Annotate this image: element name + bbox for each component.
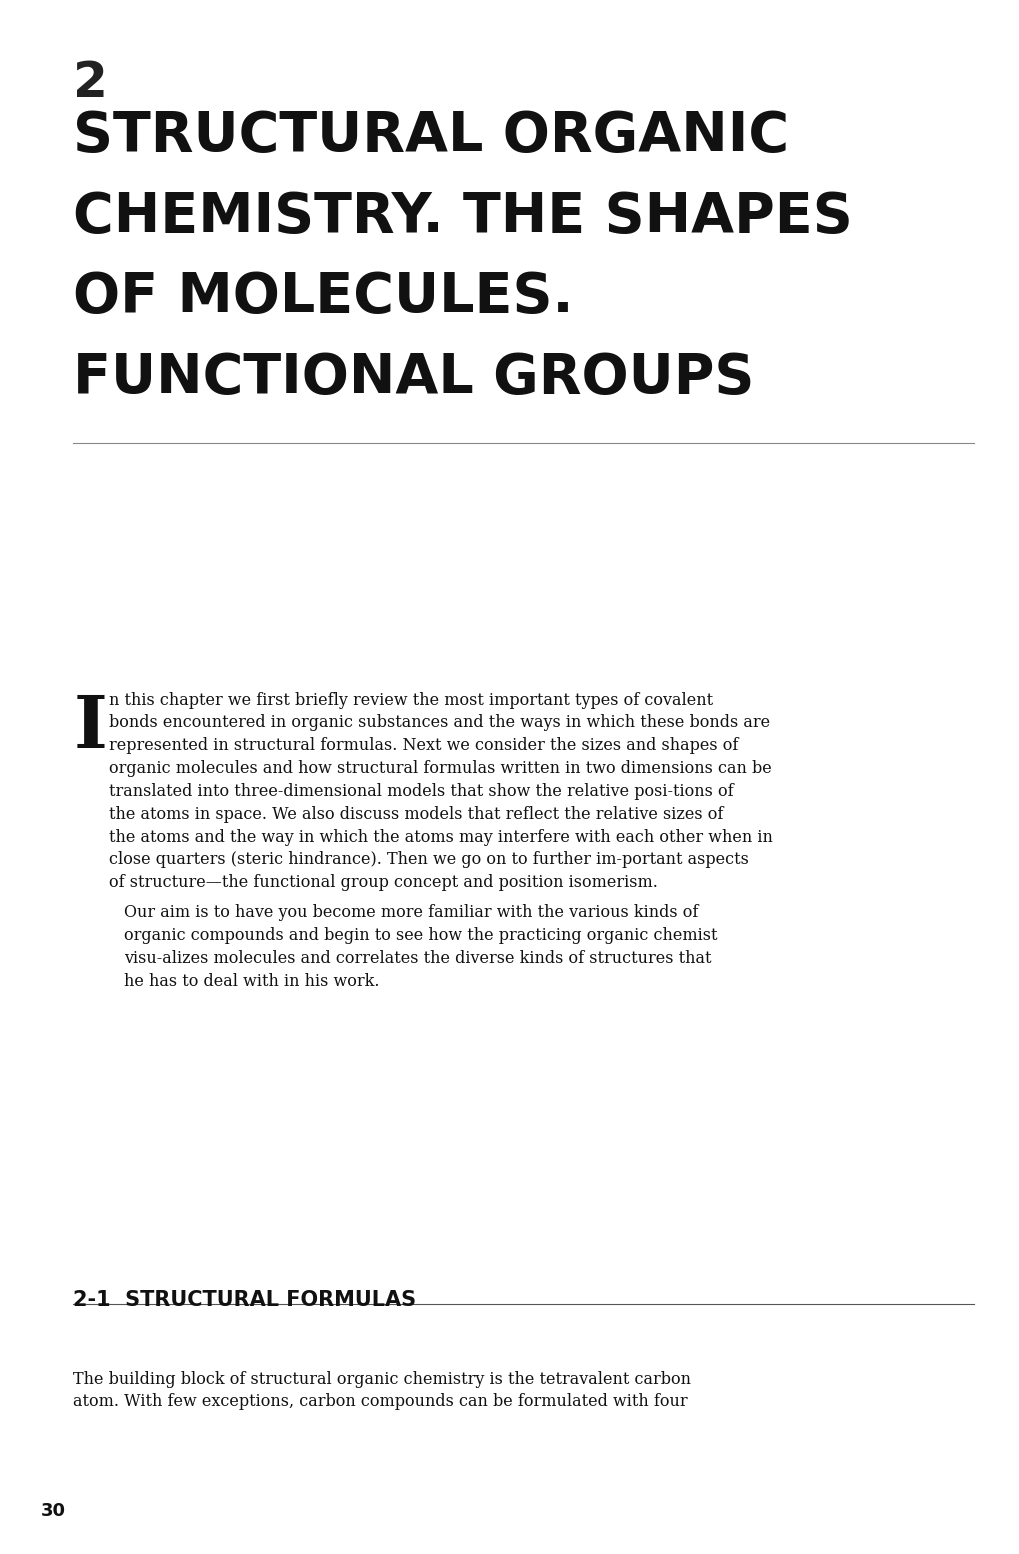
Text: 2: 2	[73, 59, 108, 107]
Text: Our aim is to have you become more familiar with the various kinds of
organic co: Our aim is to have you become more famil…	[124, 904, 717, 990]
Text: n this chapter we first briefly review the most important types of covalent
bond: n this chapter we first briefly review t…	[109, 692, 772, 892]
Text: CHEMISTRY. THE SHAPES: CHEMISTRY. THE SHAPES	[73, 190, 852, 244]
Text: STRUCTURAL ORGANIC: STRUCTURAL ORGANIC	[73, 109, 789, 163]
Text: 2-1  STRUCTURAL FORMULAS: 2-1 STRUCTURAL FORMULAS	[73, 1290, 416, 1310]
Text: OF MOLECULES.: OF MOLECULES.	[73, 270, 574, 325]
Text: 30: 30	[41, 1501, 66, 1520]
Text: The building block of structural organic chemistry is the tetravalent carbon
ato: The building block of structural organic…	[73, 1371, 691, 1411]
Text: FUNCTIONAL GROUPS: FUNCTIONAL GROUPS	[73, 351, 754, 406]
Text: I: I	[73, 692, 107, 763]
